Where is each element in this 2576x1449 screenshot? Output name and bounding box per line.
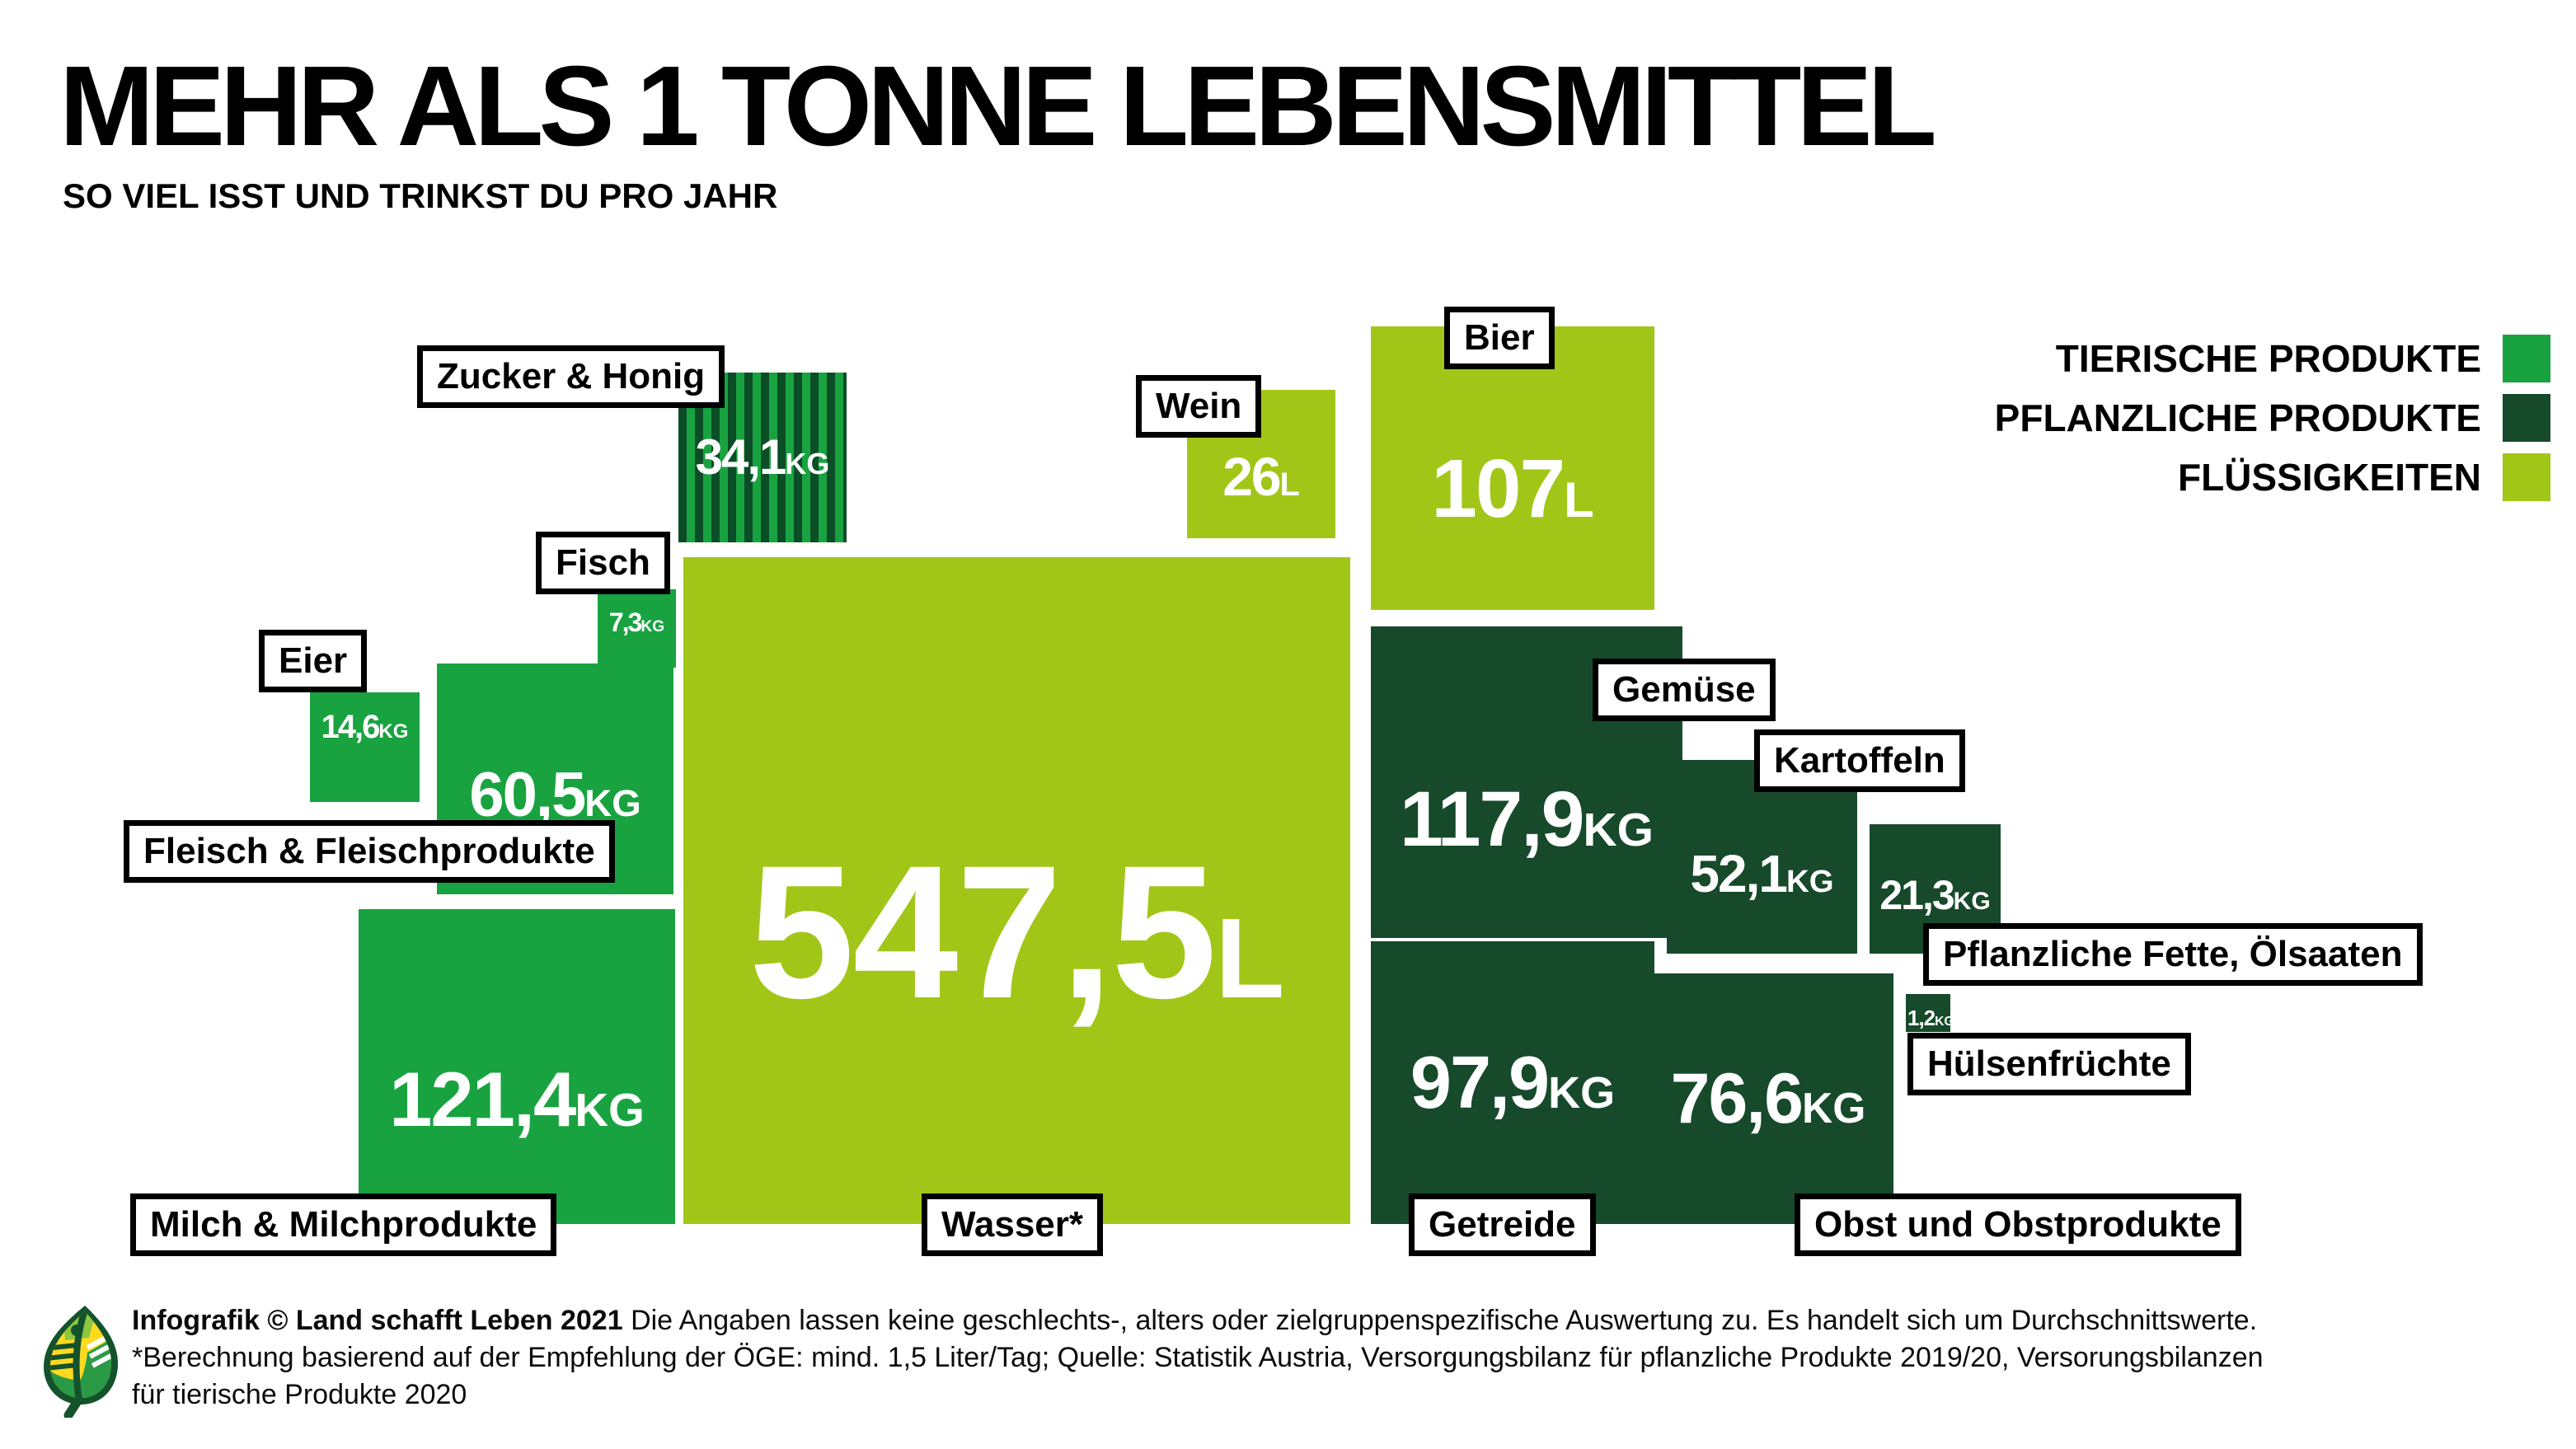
label-fleisch: Fleisch & Fleischprodukte xyxy=(124,820,615,883)
label-wein: Wein xyxy=(1136,375,1262,438)
legend-row-tierische: TIERISCHE PRODUKTE xyxy=(2056,335,2550,382)
value-milch: 121,4KG xyxy=(389,1056,645,1142)
legend-label-tierische: TIERISCHE PRODUKTE xyxy=(2055,337,2481,380)
label-wasser: Wasser* xyxy=(922,1193,1104,1256)
square-bier: 107L xyxy=(1371,326,1654,610)
footnote-credit: Infografik © Land schafft Leben 2021 xyxy=(132,1305,623,1336)
page-title: MEHR ALS 1 TONNE LEBENSMITTEL xyxy=(59,43,1937,170)
label-bier: Bier xyxy=(1444,307,1555,369)
legend-swatch-pflanzliche xyxy=(2503,394,2550,442)
value-fleisch: 60,5KG xyxy=(469,760,641,830)
value-eier: 14,6KG xyxy=(321,708,409,745)
footnote-line1: Die Angaben lassen keine geschlechts-, a… xyxy=(631,1305,2258,1336)
value-gemuese: 117,9KG xyxy=(1400,775,1654,863)
legend-label-pflanzliche: PFLANZLICHE PRODUKTE xyxy=(1994,396,2481,439)
label-obst: Obst und Obstprodukte xyxy=(1795,1193,2241,1256)
footnote-line3: für tierische Produkte 2020 xyxy=(132,1379,467,1410)
footnote-line2: *Berechnung basierend auf der Empfehlung… xyxy=(132,1342,2264,1373)
square-eier: 14,6KG xyxy=(310,692,420,802)
value-zucker-honig: 34,1KG xyxy=(695,429,830,485)
square-huelsenfruechte: 1,2KG xyxy=(1906,994,1954,1032)
square-milch: 121,4KG xyxy=(359,909,675,1224)
legend-swatch-fluessigkeiten xyxy=(2503,453,2550,501)
value-getreide: 97,9KG xyxy=(1410,1041,1616,1124)
legend-swatch-tierische xyxy=(2503,335,2550,382)
value-kartoffeln: 52,1KG xyxy=(1690,843,1834,903)
label-fisch: Fisch xyxy=(536,532,670,594)
label-milch: Milch & Milchprodukte xyxy=(130,1193,557,1256)
legend-row-pflanzliche: PFLANZLICHE PRODUKTE xyxy=(1995,394,2550,442)
value-pflanzliche-fette: 21,3KG xyxy=(1879,871,1991,918)
footnote: Infografik © Land schafft Leben 2021 Die… xyxy=(132,1302,2547,1414)
logo-leaf-icon xyxy=(44,1306,118,1418)
value-obst: 76,6KG xyxy=(1670,1059,1866,1138)
legend-label-fluessigkeiten: FLÜSSIGKEITEN xyxy=(2177,456,2481,499)
square-wasser: 547,5L xyxy=(683,557,1350,1224)
square-fisch: 7,3KG xyxy=(598,589,676,668)
value-bier: 107L xyxy=(1431,443,1594,535)
square-getreide: 97,9KG xyxy=(1371,941,1654,1224)
label-zucker-honig: Zucker & Honig xyxy=(417,345,725,408)
label-huelsenfruechte: Hülsenfrüchte xyxy=(1907,1033,2191,1095)
value-wein: 26L xyxy=(1222,446,1300,507)
label-eier: Eier xyxy=(259,630,368,692)
label-pflanzliche-fette: Pflanzliche Fette, Ölsaaten xyxy=(1923,923,2423,986)
label-getreide: Getreide xyxy=(1409,1193,1596,1256)
value-huelsenfruechte: 1,2KG xyxy=(1907,1006,1954,1030)
legend-row-fluessigkeiten: FLÜSSIGKEITEN xyxy=(2178,453,2550,501)
value-wasser: 547,5L xyxy=(748,825,1285,1038)
label-gemuese: Gemüse xyxy=(1593,659,1776,721)
page-subtitle: SO VIEL ISST UND TRINKST DU PRO JAHR xyxy=(63,176,778,215)
value-fisch: 7,3KG xyxy=(608,607,665,637)
square-kartoffeln: 52,1KG xyxy=(1667,760,1857,954)
label-kartoffeln: Kartoffeln xyxy=(1754,729,1965,792)
square-obst: 76,6KG xyxy=(1643,973,1893,1224)
square-zucker-honig: 34,1KG xyxy=(678,373,847,542)
